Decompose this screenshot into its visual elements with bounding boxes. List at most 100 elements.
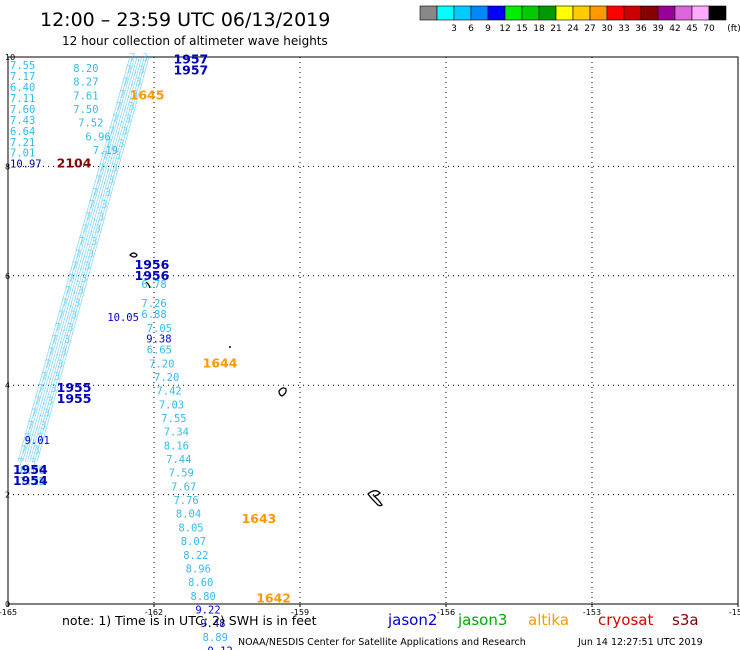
wave-height-label: 7.20 xyxy=(149,358,174,370)
wave-height-label: 7.50 xyxy=(73,104,98,116)
track-band-texture: 7.3 xyxy=(24,432,43,444)
wave-height-label: 7.55 xyxy=(10,60,35,72)
track-band-line xyxy=(29,56,143,462)
wave-height-label: 6.64 xyxy=(10,126,35,138)
track-time-label: 1957 xyxy=(173,63,208,78)
y-tick-label: 8 xyxy=(5,162,10,171)
color-scale-swatch xyxy=(623,5,642,21)
track-band-texture: 7.3 xyxy=(109,126,128,138)
track-band-texture: 7.3 xyxy=(129,52,148,64)
x-tick-label: -150 xyxy=(729,608,740,617)
track-time-label: 1956 xyxy=(135,257,170,272)
wave-height-label: 10.97 xyxy=(10,159,42,171)
color-scale-swatch xyxy=(606,5,625,21)
track-band-texture: 7.3 xyxy=(119,89,138,101)
track-time-label: 1643 xyxy=(242,511,277,526)
track-band-texture: 7.3 xyxy=(92,187,111,199)
track-band-line xyxy=(19,56,133,462)
color-scale-swatch xyxy=(708,5,727,21)
chart-subtitle: 12 hour collection of altimeter wave hei… xyxy=(62,34,328,48)
wave-height-label: 8.07 xyxy=(181,536,206,548)
wave-height-label: 7.03 xyxy=(159,399,184,411)
color-scale-swatch xyxy=(691,5,710,21)
satellite-legend-altika: altika xyxy=(528,611,569,629)
wave-height-label: 7.44 xyxy=(166,454,191,466)
wave-height-label: 6.88 xyxy=(141,309,166,321)
footer-timestamp: Jun 14 12:27:51 UTC 2019 xyxy=(577,637,703,648)
track-time-label: 1954 xyxy=(13,462,48,477)
wave-height-label: 7.05 xyxy=(147,323,172,335)
track-band-texture: 7.3 xyxy=(65,285,84,297)
track-band-texture: 7.3 xyxy=(68,273,87,285)
color-scale-swatch xyxy=(572,5,591,21)
track-time-label: 1954 xyxy=(13,473,48,488)
track-band-texture: 7.3 xyxy=(99,162,118,174)
color-scale-tick: 12 xyxy=(499,24,510,34)
wave-height-label: 8.80 xyxy=(191,591,216,603)
wave-height-label: 8.04 xyxy=(176,509,201,521)
color-scale-tick: 30 xyxy=(601,24,613,34)
footer-credit: NOAA/NESDIS Center for Satellite Applica… xyxy=(238,637,526,648)
track-band-texture: 7.3 xyxy=(51,334,70,346)
satellite-legend-s3a: s3a xyxy=(672,611,699,629)
track-time-label: 2104 xyxy=(57,156,92,171)
color-scale-swatch xyxy=(674,5,693,21)
track-time-label: 1645 xyxy=(130,87,165,102)
color-scale-tick: 15 xyxy=(516,24,527,34)
wave-height-label: 9.48 xyxy=(200,618,225,630)
color-scale-swatch xyxy=(640,5,659,21)
wave-height-label: 6.40 xyxy=(10,82,35,94)
wave-height-label: 7.67 xyxy=(171,481,196,493)
wave-height-label: 8.22 xyxy=(183,550,208,562)
track-band-texture: 7.3 xyxy=(48,346,67,358)
x-tick-label: -162 xyxy=(145,608,163,617)
color-scale-tick: 45 xyxy=(686,24,697,34)
wave-height-label: 8.16 xyxy=(164,440,189,452)
color-scale-swatch xyxy=(538,5,557,21)
color-scale-swatch xyxy=(487,5,506,21)
color-scale-tick: 18 xyxy=(533,24,545,34)
wave-height-label: 7.52 xyxy=(78,118,103,130)
wave-height-label: 7.55 xyxy=(161,413,186,425)
track-band-texture: 7.3 xyxy=(28,420,47,432)
wave-height-label: 7.43 xyxy=(10,115,35,127)
wave-height-label: 7.34 xyxy=(164,427,189,439)
satellite-legend-jason2: jason2 xyxy=(387,611,437,629)
track-band-line xyxy=(22,56,135,462)
track-band-texture: 7.3 xyxy=(85,211,104,223)
color-scale-swatch xyxy=(521,5,540,21)
track-band-line xyxy=(34,56,147,462)
wave-height-label: 6.65 xyxy=(147,345,172,357)
track-band-texture: 7.3 xyxy=(45,359,64,371)
color-scale-tick: 9 xyxy=(485,24,491,34)
color-scale-swatch xyxy=(419,5,438,21)
y-tick-label: 0 xyxy=(5,600,10,609)
wave-height-label: 9.12 xyxy=(208,645,233,650)
color-scale-tick: 27 xyxy=(584,24,595,34)
island-shape xyxy=(229,346,231,348)
track-time-label: 1955 xyxy=(57,391,92,406)
color-scale-swatch xyxy=(555,5,574,21)
color-scale-swatch xyxy=(589,5,608,21)
wave-height-label: 7.17 xyxy=(10,71,35,83)
x-tick-label: -159 xyxy=(291,608,309,617)
wave-height-label: 7.20 xyxy=(154,372,179,384)
color-scale-tick: 3 xyxy=(451,24,457,34)
track-band-texture: 7.3 xyxy=(41,371,60,383)
wave-height-label: 6.78 xyxy=(141,279,166,291)
plot-frame xyxy=(7,56,739,605)
track-band-texture: 7.3 xyxy=(116,101,135,113)
color-scale-tick: 21 xyxy=(550,24,561,34)
wave-height-label: 7.01 xyxy=(10,148,35,160)
footer-note: note: 1) Time is in UTC; 2) SWH is in fe… xyxy=(62,613,317,628)
chart-title: 12:00 – 23:59 UTC 06/13/2019 xyxy=(40,9,330,31)
color-scale-swatch xyxy=(657,5,676,21)
track-band-texture: 7.3 xyxy=(89,199,108,211)
color-scale-swatch xyxy=(436,5,455,21)
track-band-texture: 7.3 xyxy=(95,175,114,187)
x-tick-label: -165 xyxy=(0,608,17,617)
wave-height-label: 7.61 xyxy=(73,90,98,102)
track-band-texture: 7.3 xyxy=(126,64,145,76)
track-time-label: 1956 xyxy=(135,268,170,283)
